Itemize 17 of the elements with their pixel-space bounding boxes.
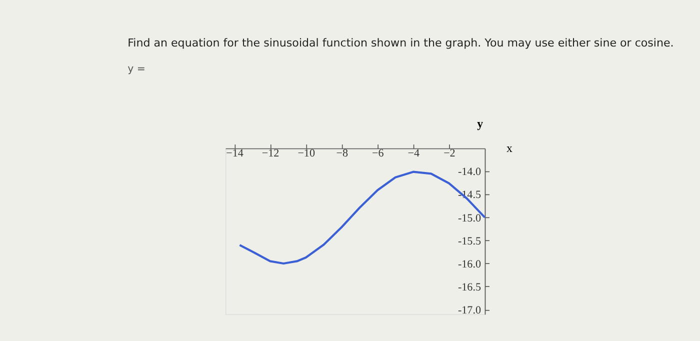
- x-tick-label: −12: [262, 147, 280, 160]
- y-tick-label: -16.5: [458, 281, 482, 294]
- y-tick-label: -14.0: [458, 166, 482, 178]
- x-tick-label: −6: [372, 147, 384, 160]
- y-tick-label: -15.5: [458, 235, 482, 248]
- x-tick-label: −4: [408, 147, 420, 160]
- x-tick-label: −8: [336, 147, 348, 160]
- y-tick-label: -15.0: [458, 212, 482, 224]
- x-axis-title: x: [506, 141, 512, 156]
- x-tick-label: −10: [298, 147, 316, 160]
- x-tick-label: −14: [226, 147, 244, 160]
- x-tick-label: −2: [444, 147, 456, 160]
- chart-title: Find an equation for the sinusoidal function shown in the graph. You may use either sine or cosine.: [128, 36, 674, 50]
- y-tick-label: -17.0: [458, 304, 482, 316]
- text: y =: [128, 64, 146, 75]
- y-tick-label: -16.0: [458, 258, 482, 270]
- y-axis-title: y: [477, 116, 484, 130]
